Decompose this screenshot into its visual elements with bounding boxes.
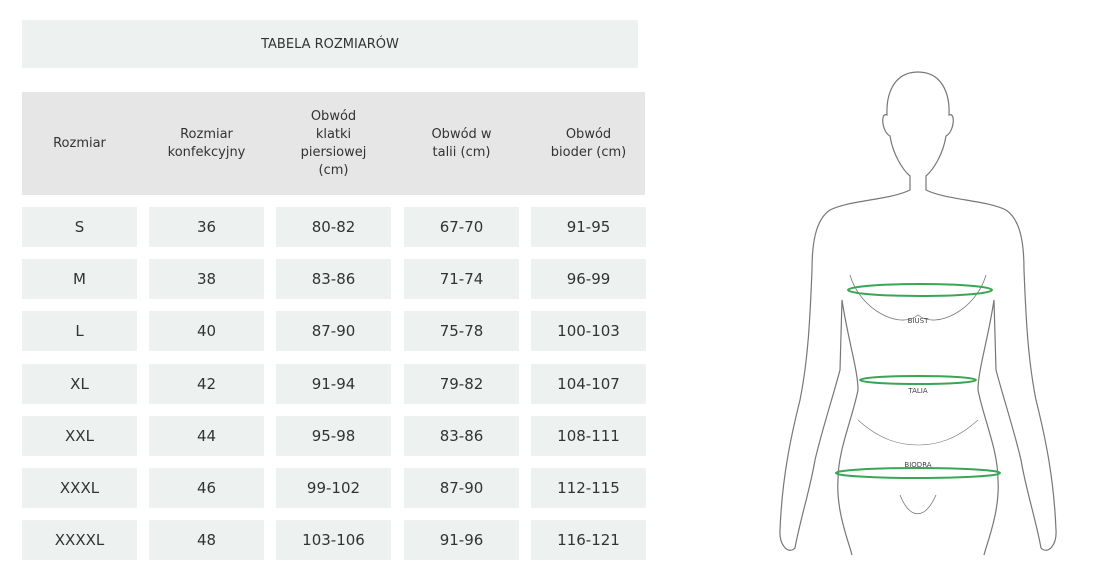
table-cell: 40 [149, 311, 264, 352]
table-cell: 83-86 [404, 415, 519, 456]
table-cell: 44 [149, 415, 264, 456]
header-cell: Obwód klatki piersiowej (cm) [300, 108, 367, 178]
table-cell: S [22, 207, 137, 247]
table-cell: XXXL [22, 468, 137, 508]
header-cell: Obwód bioder (cm) [550, 126, 627, 160]
table-cell: XL [22, 363, 137, 404]
table-cell: 42 [149, 363, 264, 404]
table-cell: 48 [149, 520, 264, 561]
table-cell: 91-94 [276, 363, 391, 404]
header-row [22, 92, 645, 195]
table-cell: 75-78 [404, 311, 519, 352]
table-cell: 87-90 [276, 311, 391, 352]
figure-label: TALIA [907, 387, 927, 395]
header-cell: Rozmiar [53, 135, 106, 151]
table-cell: 91-96 [404, 520, 519, 561]
table-cell: 91-95 [531, 207, 646, 247]
figure-label: BIUST [908, 317, 929, 325]
figure-label: BIODRA [904, 461, 931, 469]
table-cell: 87-90 [404, 468, 519, 508]
table-cell: M [22, 259, 137, 300]
table-cell: 71-74 [404, 259, 519, 300]
table-cell: 100-103 [531, 311, 646, 352]
table-cell: 103-106 [276, 520, 391, 561]
table-cell: 108-111 [531, 415, 646, 456]
table-cell: 38 [149, 259, 264, 300]
table-cell: 83-86 [276, 259, 391, 300]
table-cell: 80-82 [276, 207, 391, 247]
table-cell: 36 [149, 207, 264, 247]
table-cell: 79-82 [404, 363, 519, 404]
table-cell: L [22, 311, 137, 352]
table-cell: 112-115 [531, 468, 646, 508]
header-cell: Rozmiar konfekcyjny [167, 126, 246, 160]
table-cell: 95-98 [276, 415, 391, 456]
table-cell: 96-99 [531, 259, 646, 300]
table-title: TABELA ROZMIARÓW [22, 20, 638, 68]
table-cell: 116-121 [531, 520, 646, 561]
table-cell: XXL [22, 415, 137, 456]
table-cell: XXXXL [22, 520, 137, 561]
table-cell: 67-70 [404, 207, 519, 247]
header-cell: Obwód w talii (cm) [431, 126, 492, 160]
table-cell: 104-107 [531, 363, 646, 404]
table-cell: 46 [149, 468, 264, 508]
table-cell: 99-102 [276, 468, 391, 508]
